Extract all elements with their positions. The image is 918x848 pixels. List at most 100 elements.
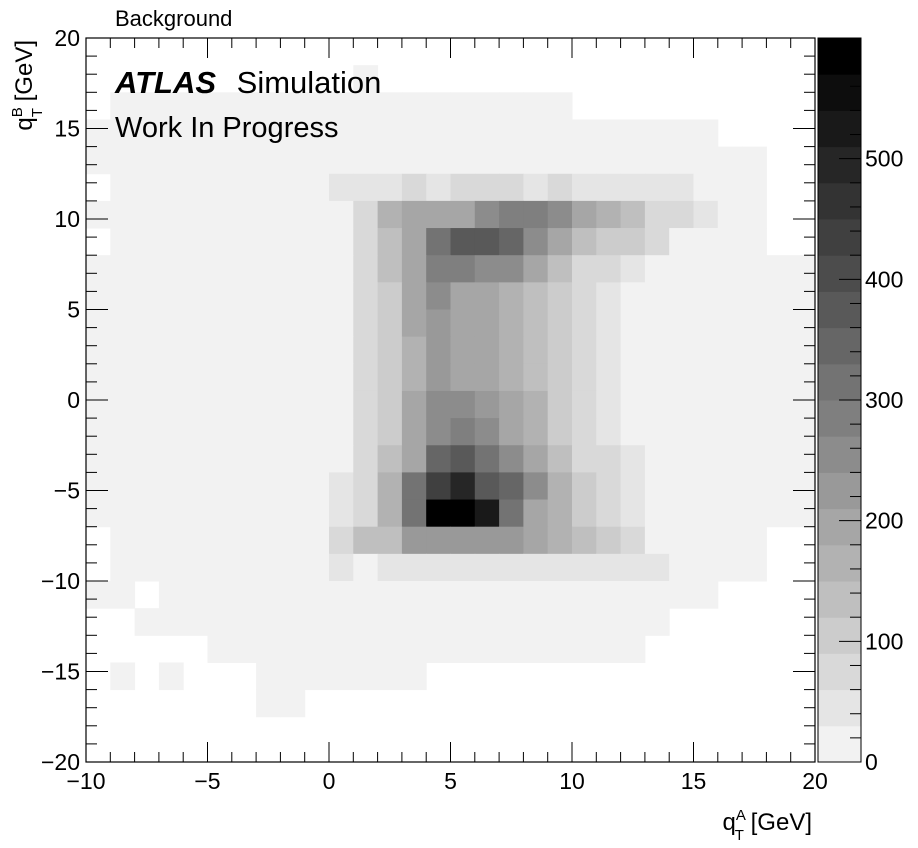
heatmap-cell (377, 418, 403, 446)
heatmap-cell (450, 173, 476, 202)
heatmap-cell (377, 390, 403, 419)
heatmap-cell (207, 635, 233, 663)
heatmap-cell (644, 119, 670, 148)
y-label-sub: T (29, 108, 46, 117)
heatmap-cell (353, 173, 379, 202)
heatmap-cell (717, 553, 743, 582)
heatmap-cell (134, 553, 160, 582)
y-tick-label: 20 (54, 25, 80, 51)
heatmap-cell (523, 255, 549, 283)
heatmap-cell (499, 336, 524, 365)
heatmap-cell (693, 553, 719, 582)
heatmap-cell (256, 635, 281, 663)
heatmap-cell (644, 200, 670, 229)
heatmap-cell (256, 662, 281, 691)
heatmap-cell (207, 526, 233, 555)
heatmap-cell (644, 336, 670, 365)
heatmap-cell (304, 255, 330, 283)
heatmap-cell (547, 336, 573, 365)
colorbar-level (818, 291, 861, 329)
heatmap-cell (547, 499, 573, 528)
heatmap-cell (256, 228, 281, 256)
heatmap-cell (523, 173, 549, 202)
heatmap-cell (499, 390, 524, 419)
heatmap-cell (572, 363, 597, 392)
heatmap-cell (572, 445, 597, 473)
heatmap-cell (790, 255, 816, 283)
heatmap-cell (256, 553, 281, 582)
heatmap-cell (450, 255, 476, 283)
heatmap-cell (669, 255, 694, 283)
heatmap-cell (377, 363, 403, 392)
colorbar-level (818, 38, 861, 75)
heatmap-cell (499, 282, 524, 310)
heatmap-cell (401, 662, 427, 691)
heatmap-cell (620, 309, 646, 338)
heatmap-cell (401, 363, 427, 392)
colorbar-level (818, 182, 861, 220)
colorbar-tick-label: 400 (865, 266, 903, 292)
heatmap-cell (644, 418, 670, 446)
heatmap-cell (474, 499, 500, 528)
heatmap-cell (304, 418, 330, 446)
heatmap-cell (158, 173, 184, 202)
heatmap-cell (742, 146, 767, 175)
heatmap-cell (450, 92, 476, 120)
heatmap-cell (669, 390, 694, 419)
heatmap-cell (401, 173, 427, 202)
heatmap-cell (353, 119, 379, 148)
heatmap-cell (547, 309, 573, 338)
heatmap-cell (280, 282, 306, 310)
heatmap-cell (134, 390, 160, 419)
heatmap-cell (523, 309, 549, 338)
heatmap-cell (426, 228, 451, 256)
heatmap-cell (329, 581, 354, 609)
heatmap-cell (231, 119, 257, 148)
heatmap-cell (377, 608, 403, 636)
heatmap-cell (158, 581, 184, 609)
heatmap-cell (499, 499, 524, 528)
heatmap-cell (596, 472, 622, 501)
heatmap-cell (426, 553, 451, 582)
heatmap-cell (742, 363, 767, 392)
heatmap-cell (280, 228, 306, 256)
heatmap-cell (158, 309, 184, 338)
heatmap-cell (110, 119, 136, 148)
heatmap-cell (304, 146, 330, 175)
heatmap-cell (134, 146, 160, 175)
heatmap-cell (86, 119, 111, 148)
heatmap-cell (450, 418, 476, 446)
heatmap-cell (572, 146, 597, 175)
heatmap-cell (572, 336, 597, 365)
heatmap-cell (329, 526, 354, 555)
heatmap-cell (596, 635, 622, 663)
colorbar-level (818, 146, 861, 184)
heatmap-cell (766, 445, 792, 473)
heatmap-cell (401, 418, 427, 446)
heatmap-cell (110, 336, 136, 365)
heatmap-cell (183, 553, 208, 582)
heatmap-cell (280, 173, 306, 202)
heatmap-cell (717, 526, 743, 555)
heatmap-cell (134, 173, 160, 202)
x-label-sub: T (735, 827, 744, 844)
heatmap-cell (523, 200, 549, 229)
heatmap-cell (547, 200, 573, 229)
heatmap-cell (669, 499, 694, 528)
heatmap-cell (401, 309, 427, 338)
heatmap-cell (693, 282, 719, 310)
colorbar-tick-label: 100 (865, 628, 903, 654)
heatmap-cell (523, 282, 549, 310)
heatmap-cell (644, 553, 670, 582)
heatmap-cell (377, 200, 403, 229)
heatmap-cell (474, 526, 500, 555)
heatmap-cell (742, 309, 767, 338)
heatmap-cell (742, 553, 767, 582)
heatmap-cell (790, 336, 816, 365)
heatmap-cell (207, 418, 233, 446)
heatmap-cell (304, 553, 330, 582)
heatmap-cell (280, 445, 306, 473)
heatmap-cell (110, 363, 136, 392)
colorbar-level (818, 74, 861, 111)
colorbar-level (818, 436, 861, 473)
